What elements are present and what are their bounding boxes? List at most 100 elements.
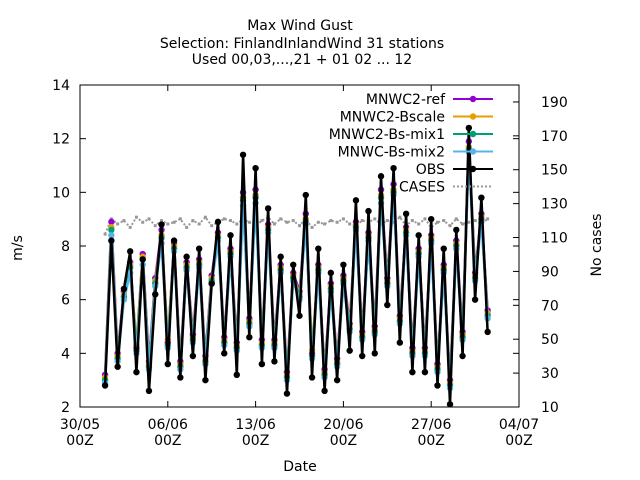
obs-point bbox=[126, 248, 134, 255]
cases-point bbox=[247, 220, 251, 224]
obs-point bbox=[465, 124, 473, 132]
cases-point bbox=[153, 224, 157, 228]
chart-title: Max Wind Gust Selection: FinlandInlandWi… bbox=[160, 18, 444, 68]
cases-point bbox=[122, 219, 126, 223]
cases-point bbox=[260, 219, 264, 223]
obs-point bbox=[340, 261, 347, 268]
obs-point bbox=[195, 245, 203, 252]
obs-point bbox=[277, 253, 284, 260]
x-tick-label-hour: 00Z bbox=[330, 433, 357, 449]
legend-item-obs: OBS bbox=[416, 162, 493, 178]
legend-swatch-marker bbox=[469, 113, 477, 120]
obs-point bbox=[227, 232, 234, 239]
cases-point bbox=[461, 222, 465, 226]
series-obs bbox=[101, 124, 491, 408]
obs-point bbox=[327, 269, 335, 277]
cases-point bbox=[442, 219, 446, 223]
y2-tick-label: 70 bbox=[541, 298, 559, 314]
obs-point bbox=[108, 237, 115, 244]
cases-point bbox=[298, 224, 301, 228]
obs-point bbox=[283, 390, 291, 397]
obs-point bbox=[315, 245, 322, 252]
obs-point bbox=[352, 197, 360, 204]
y2-tick-label: 90 bbox=[541, 264, 559, 280]
cases-point bbox=[185, 225, 189, 229]
legend-label: MNWC2-Bscale bbox=[340, 110, 445, 126]
cases-point bbox=[360, 219, 364, 223]
legend-swatch-marker bbox=[469, 95, 477, 103]
x-tick-label: 30/05 bbox=[60, 417, 100, 433]
x-tick-label: 04/07 bbox=[499, 417, 539, 433]
obs-point bbox=[446, 401, 454, 408]
cases-point bbox=[467, 220, 471, 224]
obs-point bbox=[333, 376, 341, 384]
legend-item-mnwc2-bscale: MNWC2-Bscale bbox=[340, 110, 493, 126]
cases-point bbox=[435, 220, 439, 224]
y-tick-label: 4 bbox=[61, 346, 70, 362]
obs-point bbox=[302, 191, 309, 199]
obs-point bbox=[390, 164, 397, 172]
cases-point bbox=[191, 219, 195, 223]
obs-point bbox=[377, 173, 385, 180]
obs-point bbox=[208, 280, 215, 287]
cases-point bbox=[160, 219, 164, 223]
x-tick-label-hour: 00Z bbox=[505, 433, 532, 449]
cases-point bbox=[473, 219, 477, 223]
legend-swatch-marker bbox=[469, 165, 477, 173]
obs-point bbox=[252, 164, 259, 172]
cases-point bbox=[448, 224, 452, 228]
ticks-layer: 2 4 6 8 10 12 14 10 30 50 70 90 110 130 150 170 190 30/05… bbox=[52, 78, 568, 449]
obs-point bbox=[221, 350, 228, 357]
cases-point bbox=[423, 217, 427, 221]
cases-point bbox=[310, 225, 314, 229]
y2-tick-label: 190 bbox=[541, 95, 568, 111]
obs-point bbox=[133, 368, 140, 376]
cases-point bbox=[166, 222, 170, 226]
cases-point bbox=[203, 215, 207, 219]
cases-point bbox=[341, 217, 345, 221]
obs-point bbox=[402, 210, 410, 217]
obs-point bbox=[453, 226, 460, 234]
cases-point bbox=[385, 219, 389, 223]
y-tick-label: 8 bbox=[61, 239, 70, 255]
obs-point bbox=[321, 387, 328, 395]
cases-point bbox=[222, 217, 226, 221]
y-tick-label: 10 bbox=[52, 185, 70, 201]
legend-swatch-marker bbox=[469, 148, 477, 155]
obs-point bbox=[170, 237, 178, 244]
series-cases bbox=[103, 215, 490, 236]
obs-point bbox=[101, 382, 109, 389]
obs-point bbox=[308, 374, 316, 381]
obs-point bbox=[371, 350, 378, 357]
cases-point bbox=[279, 217, 283, 221]
x-tick-label-hour: 00Z bbox=[242, 433, 269, 449]
y2-tick-label: 150 bbox=[541, 163, 568, 179]
cases-point bbox=[172, 220, 176, 224]
cases-point bbox=[116, 222, 120, 226]
obs-point bbox=[396, 339, 404, 346]
x-tick-label: 27/06 bbox=[411, 417, 451, 433]
obs-point bbox=[471, 296, 479, 303]
y2-tick-label: 110 bbox=[541, 231, 568, 247]
cases-point bbox=[103, 232, 107, 236]
cases-point bbox=[348, 222, 352, 226]
y2-tick-label: 50 bbox=[541, 332, 559, 348]
cases-point bbox=[410, 219, 414, 223]
cases-point bbox=[335, 220, 339, 224]
title-line-2: Selection: FinlandInlandWind 31 stations bbox=[160, 36, 444, 52]
plot-border bbox=[79, 84, 520, 408]
obs-point bbox=[365, 207, 372, 215]
obs-point bbox=[440, 245, 447, 252]
obs-point bbox=[428, 215, 435, 223]
legend-label: MNWC2-Bs-mix1 bbox=[329, 127, 445, 143]
y-tick-label: 2 bbox=[61, 400, 70, 416]
obs-point bbox=[459, 352, 466, 360]
obs-point bbox=[359, 352, 366, 360]
cases-point bbox=[329, 219, 333, 223]
obs-point bbox=[409, 368, 416, 376]
cases-point bbox=[323, 222, 327, 226]
cases-point bbox=[128, 225, 132, 229]
y2-axis-label: No cases bbox=[589, 214, 605, 277]
obs-point bbox=[164, 360, 171, 368]
